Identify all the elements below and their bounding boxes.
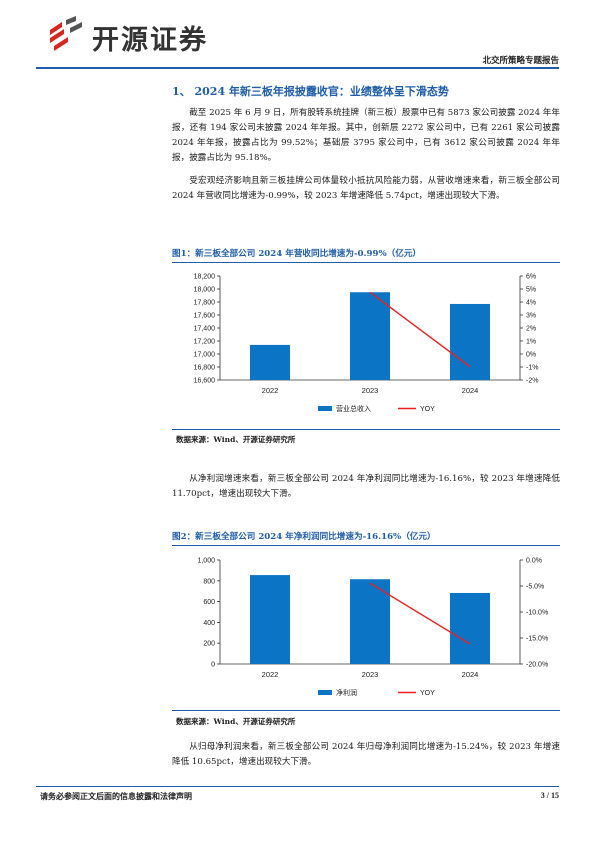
net-profit-legend-bar-label: 净利润: [336, 688, 357, 697]
brand-logo-icon: [50, 16, 82, 51]
revenue-legend-bar-swatch: [318, 406, 332, 411]
net-profit-category-label: 2023: [362, 670, 379, 679]
net-profit-y2tick-label: -15.0%: [526, 636, 548, 643]
revenue-bar: [350, 292, 390, 380]
revenue-y2tick-label: -1%: [526, 365, 538, 372]
paragraph-net-profit: 从净利润增速来看，新三板全部公司 2024 年净利润同比增速为-16.16%，较…: [172, 474, 560, 499]
net-profit-chart: 0 200 400 600 800 1,000 -20.0% -15.0% -10.0% -5.0…: [197, 558, 548, 698]
revenue-ytick-label: 16,600: [194, 378, 216, 385]
revenue-y2tick-label: 4%: [526, 300, 536, 307]
revenue-legend-bar-label: 营业总收入: [336, 404, 371, 413]
revenue-y2tick-label: 3%: [526, 313, 536, 320]
net-profit-category-label: 2024: [462, 670, 479, 679]
page-number: 3 / 15: [540, 791, 559, 800]
net-profit-legend-bar-swatch: [318, 690, 332, 695]
figure-1-bottom-rule: [172, 429, 560, 430]
paragraph-disclosure: 截至 2025 年 6 月 9 日，所有股转系统挂牌（新三板）股票中已有 587…: [172, 108, 560, 163]
net-profit-y2tick-label: -10.0%: [526, 610, 548, 617]
revenue-ytick-label: 17,400: [194, 326, 216, 333]
revenue-category-label: 2023: [362, 386, 379, 395]
paragraph-parent-net-profit: 从归母净利润来看，新三板全部公司 2024 年归母净利润同比增速为-15.24%…: [172, 742, 560, 767]
footer-divider: [36, 786, 559, 787]
net-profit-ytick-label: 800: [203, 578, 215, 585]
figure-2-source: 数据来源：Wind、开源证券研究所: [176, 717, 296, 726]
revenue-ytick-label: 17,000: [194, 352, 216, 359]
figure-1-title: 图1：新三板全部公司 2024 年营收同比增速为-0.99%（亿元）: [172, 249, 422, 259]
footer-disclaimer: 请务必参阅正文后面的信息披露和法律声明: [40, 791, 192, 801]
revenue-legend-line-label: YOY: [420, 406, 435, 413]
revenue-ytick-label: 17,200: [194, 339, 216, 346]
figure-2-bottom-rule: [172, 710, 560, 711]
net-profit-ytick-label: 0: [211, 662, 215, 669]
net-profit-bar: [350, 579, 390, 664]
net-profit-category-label: 2022: [262, 670, 279, 679]
revenue-ytick-label: 18,000: [194, 287, 216, 294]
revenue-ytick-label: 17,600: [194, 313, 216, 320]
net-profit-yoy-line: [369, 582, 471, 645]
revenue-y2tick-label: 2%: [526, 326, 536, 333]
revenue-category-label: 2022: [262, 386, 279, 395]
revenue-y2tick-label: 6%: [526, 274, 536, 281]
revenue-ytick-label: 17,800: [194, 300, 216, 307]
net-profit-ytick-label: 400: [203, 620, 215, 627]
net-profit-bar: [450, 592, 490, 664]
revenue-y2tick-label: -2%: [526, 378, 538, 385]
revenue-bar: [450, 303, 490, 380]
brand-name: 开源证券: [92, 25, 208, 56]
figure-2-top-rule: [172, 545, 560, 546]
figure-2-title: 图2：新三板全部公司 2024 年净利润同比增速为-16.16%（亿元）: [172, 532, 436, 542]
net-profit-bar: [250, 575, 290, 664]
net-profit-y2tick-label: 0.0%: [526, 558, 542, 565]
net-profit-ytick-label: 1,000: [197, 558, 215, 565]
header-divider: [36, 67, 559, 69]
paragraph-revenue: 受宏观经济影响且新三板挂牌公司体量较小抵抗风险能力弱，从营收增速来看，新三板全部…: [172, 176, 560, 201]
net-profit-ytick-label: 600: [203, 599, 215, 606]
net-profit-ytick-label: 200: [203, 641, 215, 648]
revenue-ytick-label: 18,200: [194, 274, 216, 281]
net-profit-y2tick-label: -20.0%: [526, 662, 548, 669]
revenue-chart: 16,600 16,800 17,000 17,200 17,400 17,600 17,8…: [194, 274, 539, 414]
revenue-bar: [250, 344, 290, 380]
revenue-y2tick-label: 0%: [526, 352, 536, 359]
figure-1-top-rule: [172, 262, 560, 263]
revenue-category-label: 2024: [462, 386, 479, 395]
report-type: 北交所策略专题报告: [482, 56, 559, 66]
revenue-y2tick-label: 5%: [526, 287, 536, 294]
revenue-yoy-line: [369, 291, 471, 368]
net-profit-legend-line-label: YOY: [420, 690, 435, 697]
figure-1-source: 数据来源：Wind、开源证券研究所: [176, 435, 296, 444]
net-profit-y2tick-label: -5.0%: [526, 584, 544, 591]
revenue-ytick-label: 16,800: [194, 365, 216, 372]
revenue-y2tick-label: 1%: [526, 339, 536, 346]
section-title: 1、 2024 年新三板年报披露收官：业绩整体呈下滑态势: [172, 85, 449, 98]
